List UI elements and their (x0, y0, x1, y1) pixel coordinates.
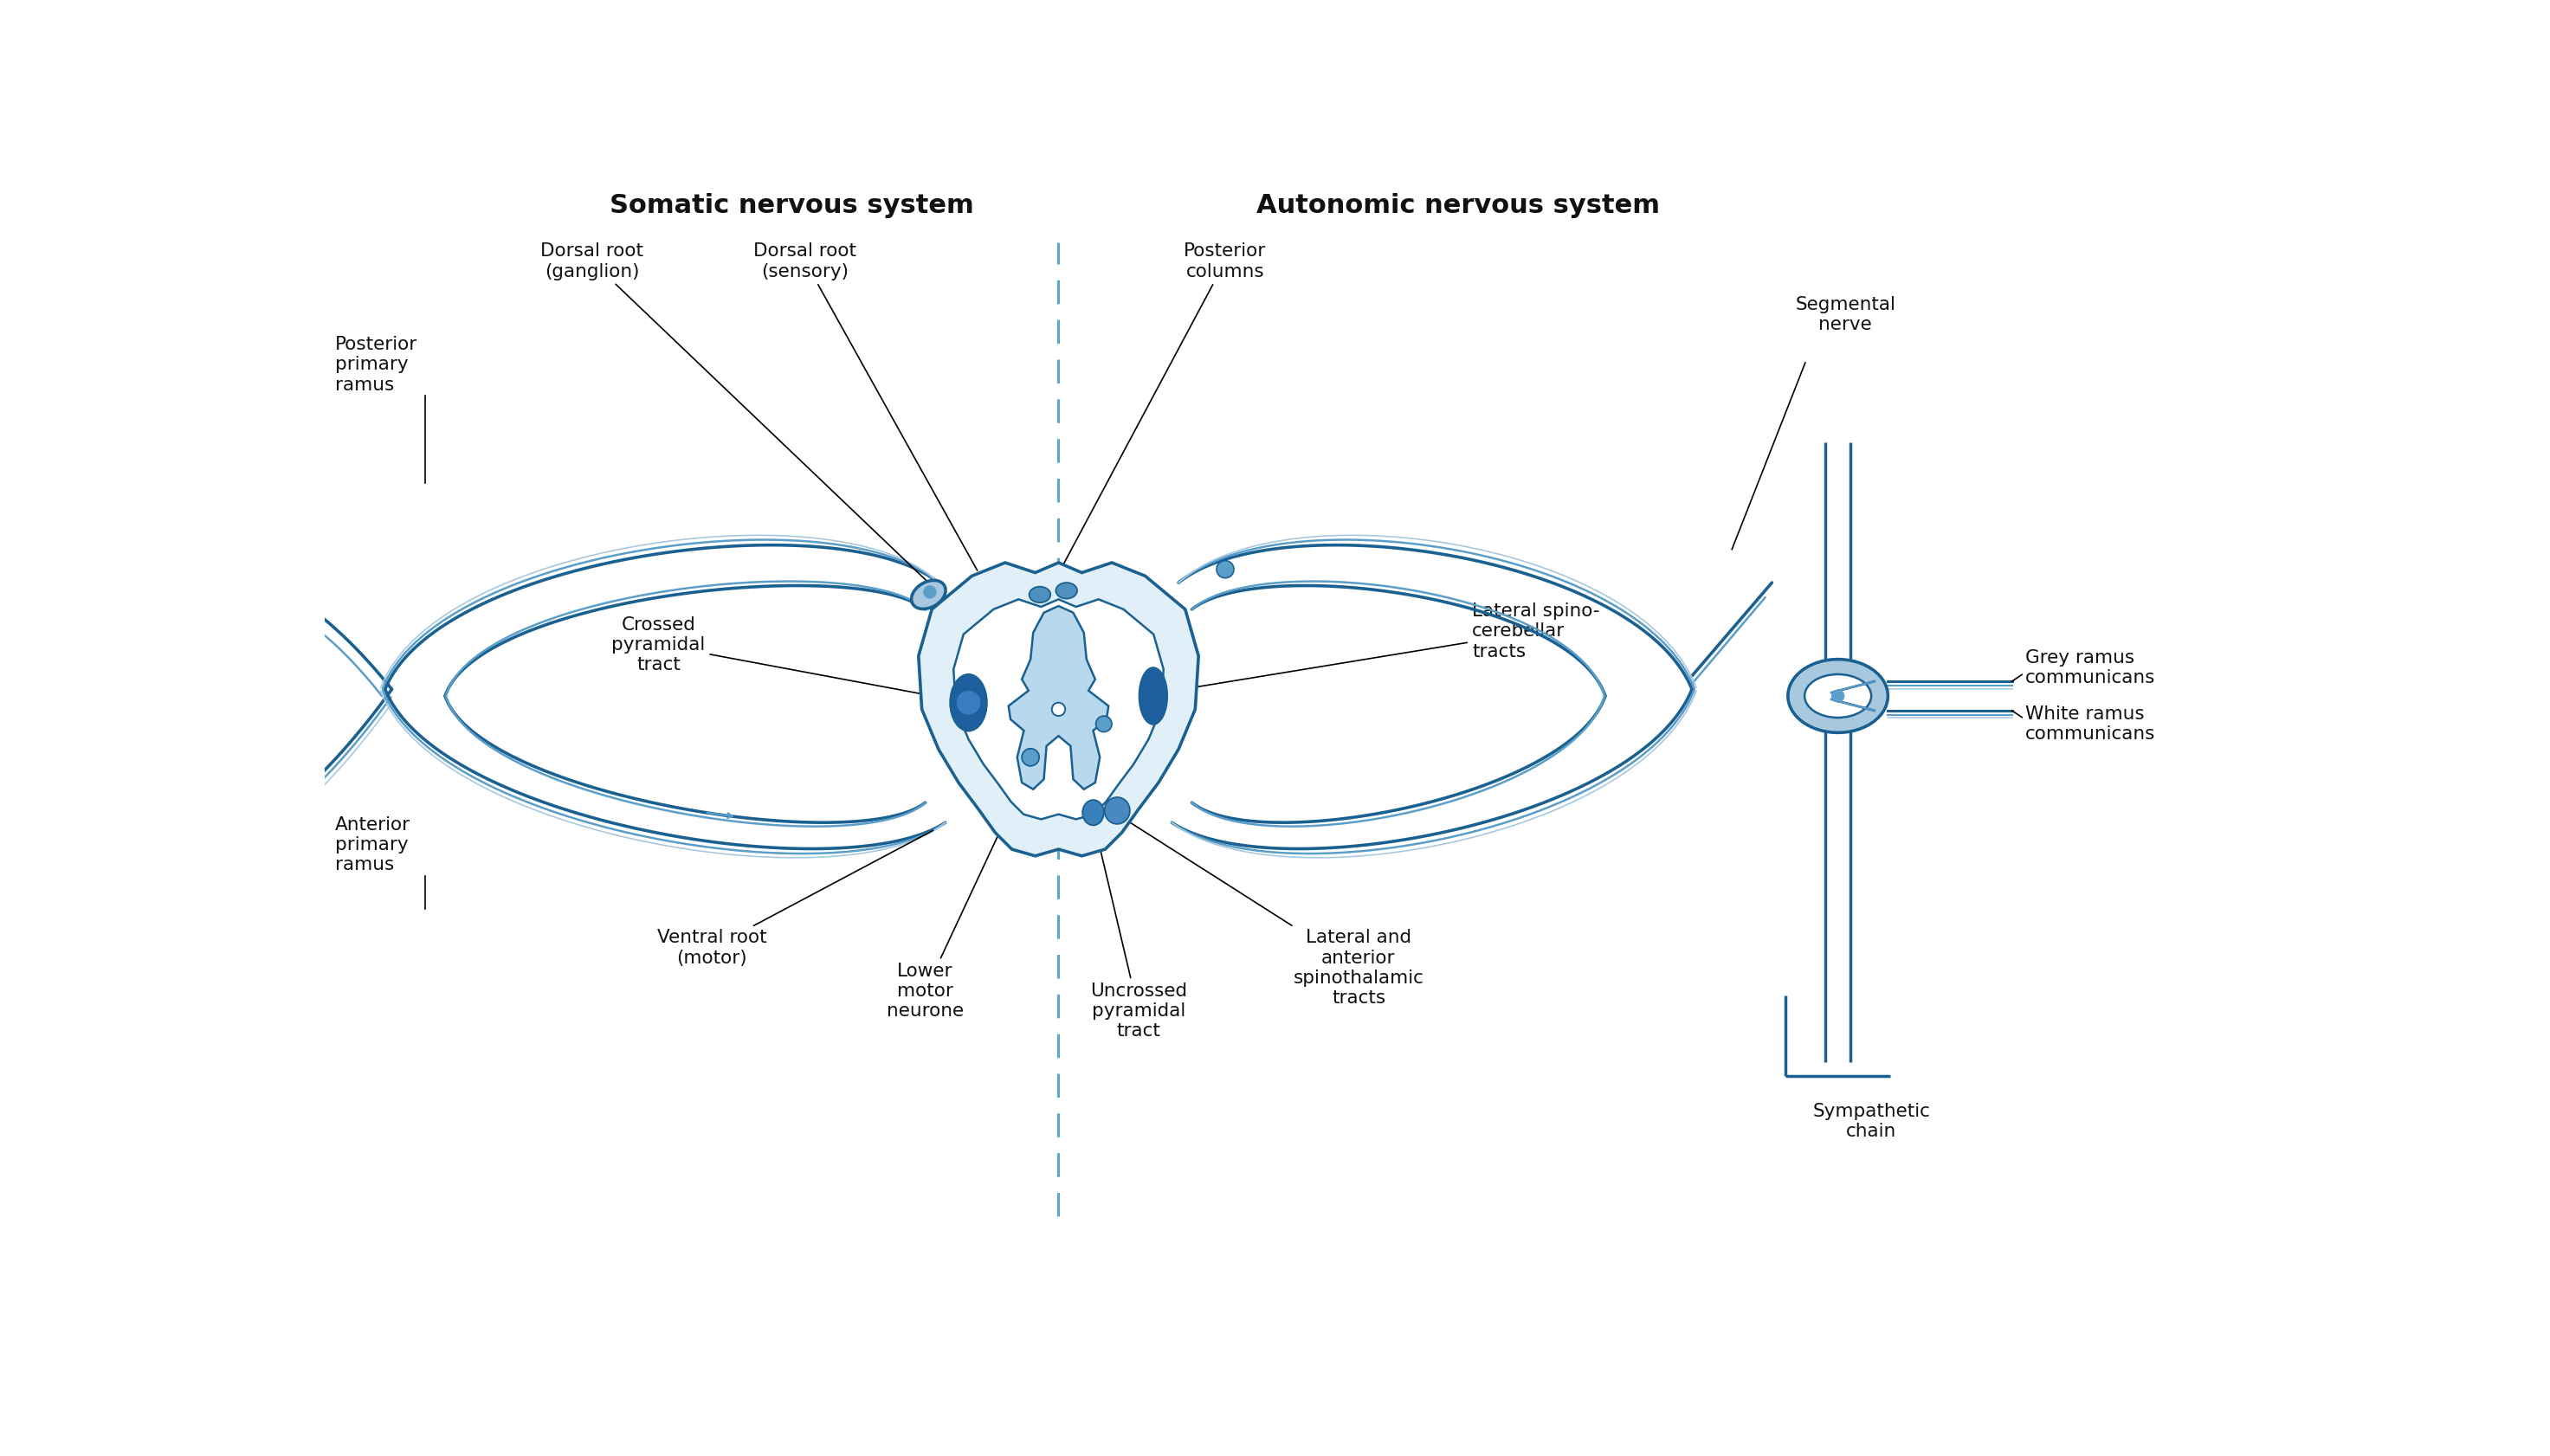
Text: Ventral root
(motor): Ventral root (motor) (658, 830, 933, 967)
Text: Sympathetic
chain: Sympathetic chain (1813, 1102, 1930, 1140)
Text: Anterior
primary
ramus: Anterior primary ramus (334, 815, 411, 874)
Circle shape (923, 585, 936, 598)
Ellipse shape (1788, 660, 1887, 732)
Text: Lateral and
anterior
spinothalamic
tracts: Lateral and anterior spinothalamic tract… (1125, 818, 1423, 1006)
Ellipse shape (951, 674, 987, 731)
Text: Segmental
nerve: Segmental nerve (1795, 296, 1895, 333)
Text: Crossed
pyramidal
tract: Crossed pyramidal tract (612, 616, 966, 702)
Text: Uncrossed
pyramidal
tract: Uncrossed pyramidal tract (1089, 821, 1188, 1040)
Ellipse shape (1030, 587, 1051, 603)
Text: Lateral spino-
cerebellar
tracts: Lateral spino- cerebellar tracts (1165, 603, 1599, 692)
Circle shape (1216, 561, 1234, 578)
Polygon shape (918, 562, 1198, 856)
Ellipse shape (1140, 668, 1168, 724)
Text: Dorsal root
(ganglion): Dorsal root (ganglion) (541, 243, 926, 581)
Polygon shape (1007, 606, 1109, 789)
Ellipse shape (1104, 798, 1130, 824)
Text: Posterior
primary
ramus: Posterior primary ramus (334, 336, 418, 393)
Ellipse shape (1056, 582, 1076, 598)
Circle shape (1096, 716, 1112, 732)
Ellipse shape (1084, 799, 1104, 826)
Polygon shape (1173, 545, 1691, 849)
Ellipse shape (910, 581, 946, 609)
Polygon shape (385, 545, 946, 849)
Circle shape (956, 690, 982, 715)
Text: White ramus
communicans: White ramus communicans (2025, 705, 2155, 743)
Circle shape (1051, 703, 1066, 716)
Text: Lower
motor
neurone: Lower motor neurone (887, 769, 1030, 1021)
Text: Somatic nervous system: Somatic nervous system (609, 192, 974, 218)
Text: Grey ramus
communicans: Grey ramus communicans (2025, 649, 2155, 687)
Ellipse shape (1805, 674, 1872, 718)
Text: Posterior
columns: Posterior columns (1053, 243, 1267, 584)
Circle shape (1023, 748, 1040, 766)
Text: Autonomic nervous system: Autonomic nervous system (1257, 192, 1660, 218)
Polygon shape (954, 600, 1163, 820)
Circle shape (1831, 689, 1844, 703)
Text: Dorsal root
(sensory): Dorsal root (sensory) (755, 243, 977, 571)
